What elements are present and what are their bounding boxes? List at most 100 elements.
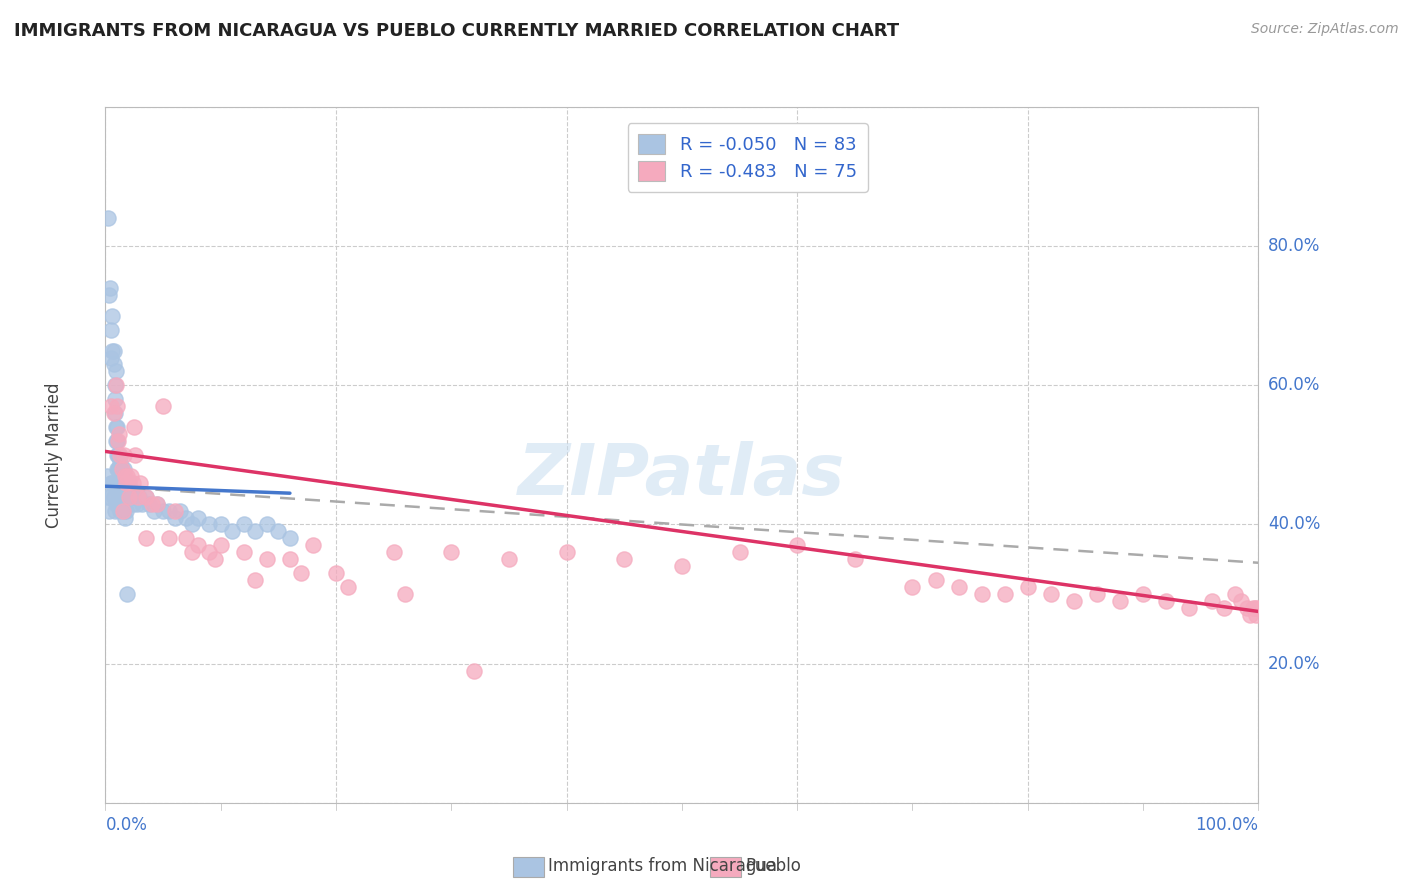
Point xyxy=(110,462,132,476)
Point xyxy=(114,510,136,524)
Point xyxy=(112,503,135,517)
Point xyxy=(104,503,127,517)
Point xyxy=(970,587,993,601)
Point xyxy=(120,468,142,483)
Point xyxy=(138,497,160,511)
Point xyxy=(613,552,636,566)
Point xyxy=(844,552,866,566)
Point xyxy=(157,503,180,517)
Point xyxy=(110,448,132,462)
Point xyxy=(498,552,520,566)
Point xyxy=(120,483,142,497)
Point xyxy=(100,399,122,413)
Point xyxy=(110,503,132,517)
Point xyxy=(163,503,186,517)
Point xyxy=(105,483,128,497)
Point xyxy=(124,448,146,462)
Point xyxy=(117,587,139,601)
Point xyxy=(121,490,143,504)
Point xyxy=(325,566,347,581)
Point xyxy=(98,490,121,504)
Point xyxy=(103,490,125,504)
Point xyxy=(104,406,127,420)
Point xyxy=(152,399,174,413)
Point xyxy=(232,545,254,559)
Point xyxy=(187,538,209,552)
Point xyxy=(135,532,157,546)
Point xyxy=(901,580,924,594)
Point xyxy=(1178,601,1201,615)
Point xyxy=(97,288,120,302)
Point xyxy=(100,351,122,365)
Point xyxy=(124,490,146,504)
Point xyxy=(128,490,150,504)
Point xyxy=(245,573,267,587)
Point xyxy=(1039,587,1062,601)
Text: Pueblo: Pueblo xyxy=(745,857,801,875)
Point xyxy=(117,468,139,483)
Text: 80.0%: 80.0% xyxy=(1268,237,1320,255)
Point xyxy=(1239,607,1261,622)
Point xyxy=(104,378,127,392)
Point xyxy=(394,587,416,601)
Point xyxy=(97,490,120,504)
Point xyxy=(105,420,128,434)
Point xyxy=(112,448,135,462)
Point xyxy=(209,517,232,532)
Point xyxy=(125,497,148,511)
Point xyxy=(114,468,136,483)
Point xyxy=(107,475,129,490)
Point xyxy=(115,475,138,490)
Point xyxy=(101,309,124,323)
Point xyxy=(1201,594,1223,608)
Point xyxy=(107,448,129,462)
Point xyxy=(221,524,243,539)
Point xyxy=(131,497,153,511)
Point xyxy=(336,580,359,594)
Point xyxy=(204,552,226,566)
Point xyxy=(157,532,180,546)
Point xyxy=(728,545,751,559)
Point xyxy=(110,455,132,469)
Point xyxy=(256,517,278,532)
Point xyxy=(100,323,122,337)
Point xyxy=(1154,594,1177,608)
Point xyxy=(104,434,127,448)
Point xyxy=(104,420,127,434)
Point xyxy=(163,510,186,524)
Point xyxy=(101,475,124,490)
Point xyxy=(118,490,141,504)
Point xyxy=(108,462,131,476)
Text: 100.0%: 100.0% xyxy=(1195,816,1258,834)
Point xyxy=(108,448,131,462)
Point xyxy=(1225,587,1247,601)
Point xyxy=(103,358,125,372)
Point xyxy=(555,545,578,559)
Point xyxy=(97,211,120,226)
Text: 60.0%: 60.0% xyxy=(1268,376,1320,394)
Point xyxy=(180,545,202,559)
Point xyxy=(124,420,146,434)
Point xyxy=(671,559,693,574)
Point xyxy=(994,587,1017,601)
Point xyxy=(948,580,970,594)
Point xyxy=(141,497,163,511)
Point xyxy=(209,538,232,552)
Point xyxy=(1244,607,1267,622)
Point xyxy=(232,517,254,532)
Point xyxy=(302,538,325,552)
Point xyxy=(104,364,127,378)
Point xyxy=(290,566,312,581)
Point xyxy=(440,545,463,559)
Point xyxy=(117,490,139,504)
Point xyxy=(105,462,128,476)
Point xyxy=(108,490,131,504)
Point xyxy=(174,532,197,546)
Point xyxy=(111,503,134,517)
Point xyxy=(146,497,169,511)
Point xyxy=(122,497,145,511)
Point xyxy=(103,406,125,420)
Point xyxy=(105,448,128,462)
Point xyxy=(1246,601,1268,615)
Point xyxy=(107,497,129,511)
